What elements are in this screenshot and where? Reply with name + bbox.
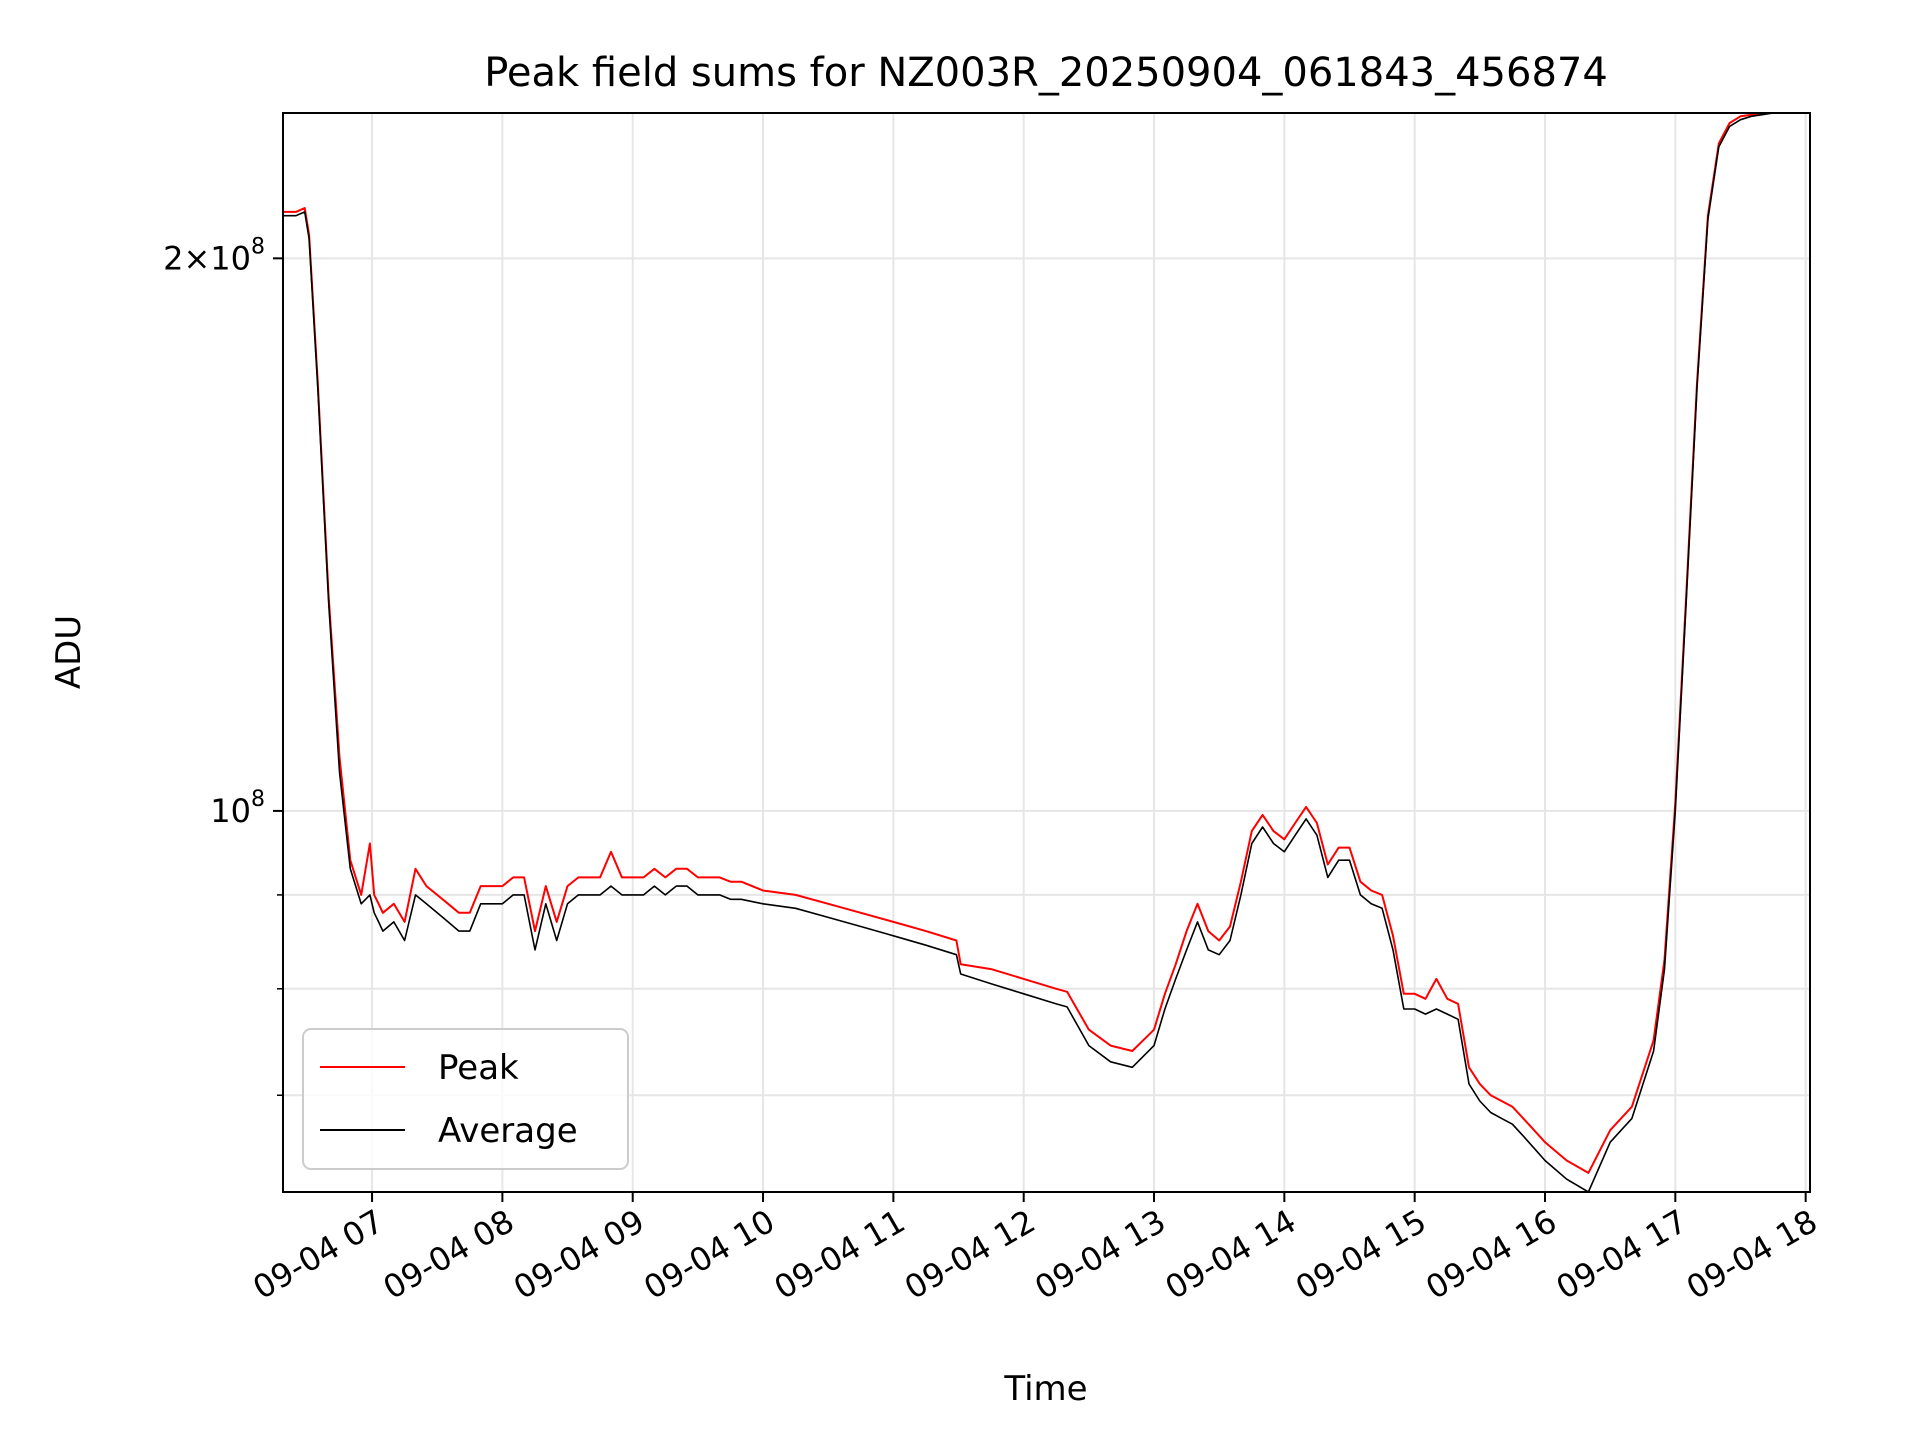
legend-average-label: Average [438,1111,578,1151]
series-line-peak [283,113,1810,1174]
y-tick-label: 2×108 [163,234,265,277]
y-tick-exponent: 8 [251,787,265,812]
legend-box [302,1028,629,1170]
y-tick-base: 2×10 [163,239,251,277]
series-line-average [283,113,1810,1192]
y-tick-exponent: 8 [251,234,265,259]
y-tick-label: 108 [210,787,265,830]
x-axis-label: Time [1003,1369,1087,1409]
chart-title: Peak field sums for NZ003R_20250904_0618… [484,50,1608,96]
legend-peak-label: Peak [438,1048,519,1088]
y-axis-label: ADU [49,615,89,689]
y-tick-base: 10 [210,792,251,830]
series-layer [283,113,1810,1192]
plot-frame [282,112,1811,1193]
legend: Peak Average [302,1028,629,1170]
grid [283,113,1810,1192]
